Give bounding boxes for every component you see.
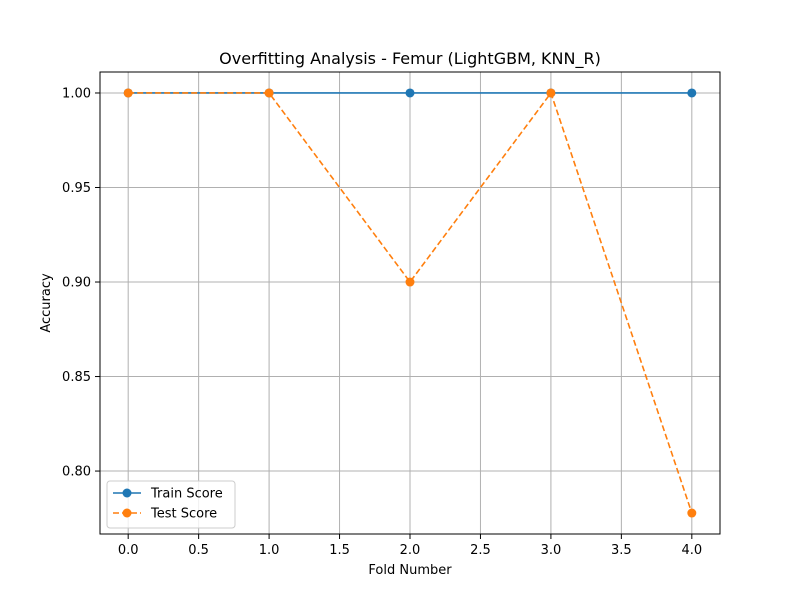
x-axis-label: Fold Number (368, 563, 452, 578)
legend-marker (122, 508, 132, 518)
data-point (405, 88, 415, 98)
chart-title: Overfitting Analysis - Femur (LightGBM, … (219, 49, 601, 69)
x-tick-label: 2.0 (400, 543, 421, 558)
x-tick-label: 2.5 (470, 543, 491, 558)
y-tick-label: 0.85 (62, 370, 91, 385)
x-tick-label: 0.5 (188, 543, 209, 558)
data-point (405, 277, 415, 287)
legend-label: Test Score (150, 507, 217, 522)
x-tick-label: 1.5 (329, 543, 350, 558)
data-point (687, 508, 697, 518)
series-line (128, 91, 693, 514)
series-layer (123, 88, 697, 518)
legend: Train Score Test Score (106, 480, 236, 529)
tick-layer: 0.0 0.5 1.0 1.5 2.0 2.5 3.0 3.5 4.0 0.80 0.85 0.90 0… (62, 86, 702, 558)
data-point (687, 88, 697, 98)
x-tick-label: 3.5 (611, 543, 632, 558)
y-tick-label: 0.95 (62, 181, 91, 196)
y-axis-label: Accuracy (39, 273, 54, 333)
x-tick-label: 3.0 (541, 543, 562, 558)
data-point (546, 88, 556, 98)
x-tick-label: 4.0 (681, 543, 702, 558)
legend-label: Train Score (150, 487, 223, 502)
data-point (123, 88, 133, 98)
y-tick-label: 1.00 (62, 86, 91, 101)
y-tick-label: 0.80 (62, 465, 91, 480)
x-tick-label: 1.0 (259, 543, 280, 558)
y-tick-label: 0.90 (62, 276, 91, 291)
x-tick-label: 0.0 (118, 543, 139, 558)
legend-marker (122, 488, 132, 498)
series-test-score (123, 88, 697, 518)
data-point (264, 88, 274, 98)
